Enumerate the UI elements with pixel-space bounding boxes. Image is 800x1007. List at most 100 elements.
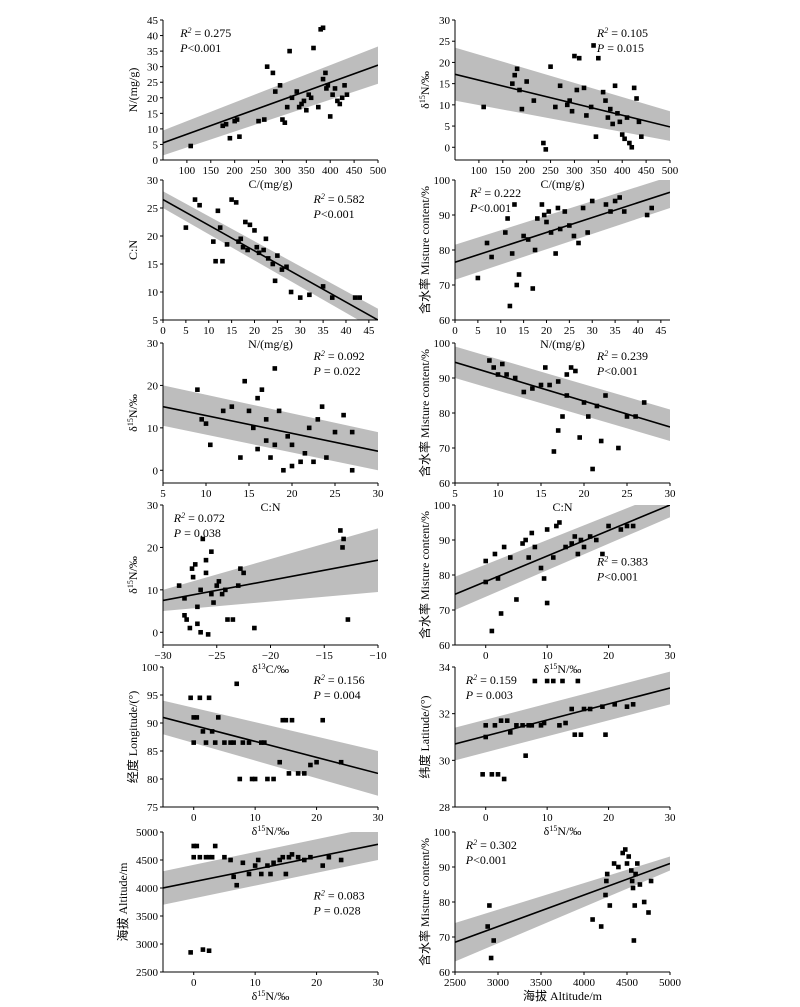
- data-point: [575, 678, 581, 684]
- data-point: [539, 202, 545, 207]
- data-point: [503, 230, 508, 235]
- data-point: [338, 759, 344, 765]
- data-point: [340, 545, 345, 550]
- x-axis-label: C/(mg/g): [249, 177, 293, 191]
- y-tick-label: 100: [142, 662, 159, 674]
- data-point: [320, 863, 326, 868]
- data-point: [626, 854, 632, 859]
- p-value-annotation: P = 0.022: [313, 364, 361, 378]
- scatter-panel-10: 0 10 20 30 28 30 32 34 δ15N/‰ 纬度 Latitude/(°) R2 =…: [417, 662, 676, 838]
- data-point: [514, 723, 519, 728]
- data-point: [223, 587, 228, 593]
- x-tick-label: 5: [452, 488, 458, 500]
- data-point: [241, 570, 246, 576]
- data-point: [629, 878, 635, 884]
- data-point: [560, 678, 565, 684]
- x-tick-label: 30: [373, 812, 385, 824]
- y-axis-label: 经度 Longitude/(°): [125, 691, 140, 783]
- x-tick-label: 20: [311, 812, 323, 824]
- data-point: [600, 89, 606, 95]
- x-tick-label: 30: [295, 325, 307, 337]
- x-tick-label: 20: [287, 488, 299, 500]
- x-tick-label: 200: [226, 165, 243, 177]
- y-tick-label: 100: [434, 827, 451, 839]
- data-point: [197, 854, 203, 860]
- data-point: [315, 104, 321, 110]
- data-point: [283, 871, 289, 877]
- data-point: [272, 278, 278, 284]
- data-point: [217, 225, 223, 230]
- data-point: [514, 597, 519, 602]
- y-tick-label: 30: [147, 175, 159, 187]
- data-point: [646, 910, 651, 915]
- y-tick-label: 100: [434, 338, 451, 350]
- data-point: [611, 861, 617, 866]
- data-point: [603, 393, 608, 398]
- data-point: [319, 404, 325, 409]
- data-point: [263, 438, 269, 443]
- data-point: [475, 275, 481, 281]
- data-point: [191, 843, 197, 849]
- x-tick-label: 0: [191, 812, 197, 824]
- x-tick-label: 2500: [444, 977, 467, 989]
- data-point: [304, 107, 309, 113]
- data-point: [238, 455, 243, 460]
- data-point: [580, 205, 586, 211]
- regression-line: [163, 64, 378, 144]
- data-point: [507, 730, 513, 735]
- x-tick-label: 25: [330, 488, 342, 500]
- data-point: [531, 98, 537, 103]
- data-point: [220, 258, 225, 264]
- data-point: [240, 244, 246, 250]
- x-tick-label: 3500: [530, 977, 553, 989]
- y-tick-label: 80: [439, 570, 451, 582]
- data-point: [275, 253, 280, 258]
- data-point: [624, 523, 630, 529]
- y-tick-label: 5: [445, 121, 451, 133]
- data-point: [544, 600, 550, 606]
- x-tick-label: 4500: [616, 977, 639, 989]
- data-point: [603, 202, 609, 207]
- y-tick-label: 90: [439, 373, 451, 385]
- data-point: [514, 282, 520, 288]
- data-point: [349, 429, 355, 435]
- data-point: [578, 732, 584, 737]
- data-point: [308, 762, 313, 768]
- data-point: [289, 442, 295, 448]
- x-tick-label: 45: [655, 325, 667, 337]
- data-point: [563, 544, 568, 550]
- data-point: [280, 117, 285, 122]
- y-tick-label: 34: [439, 662, 451, 674]
- x-tick-label: 150: [203, 165, 220, 177]
- data-point: [200, 729, 206, 734]
- data-point: [344, 92, 350, 97]
- data-point: [644, 212, 650, 218]
- data-point: [281, 467, 286, 473]
- data-point: [195, 604, 200, 610]
- data-point: [483, 734, 489, 740]
- data-point: [557, 520, 562, 525]
- data-point: [616, 445, 621, 451]
- data-point: [620, 850, 625, 856]
- y-tick-label: 90: [439, 862, 451, 874]
- y-axis-label: δ15N/‰: [126, 556, 141, 594]
- data-point: [263, 236, 269, 242]
- data-point: [220, 408, 226, 414]
- data-point: [615, 111, 620, 116]
- r-squared-annotation: R2 = 0.156: [313, 673, 365, 688]
- data-point: [575, 551, 581, 557]
- data-point: [546, 209, 552, 214]
- data-point: [541, 212, 547, 218]
- data-point: [544, 219, 549, 225]
- data-point: [296, 104, 302, 110]
- data-point: [487, 903, 492, 908]
- y-axis-label: C:N: [126, 240, 140, 260]
- data-point: [529, 530, 535, 536]
- data-point: [182, 613, 187, 618]
- data-point: [320, 717, 326, 723]
- data-point: [302, 451, 308, 456]
- data-point: [255, 446, 260, 452]
- scatter-panel-4: 0 5 10 15 20 25 30 35 40 45 60 70 80 90 100 N/(mg/g) 含水率…: [417, 175, 670, 351]
- data-point: [338, 528, 343, 533]
- y-tick-label: 10: [439, 100, 451, 112]
